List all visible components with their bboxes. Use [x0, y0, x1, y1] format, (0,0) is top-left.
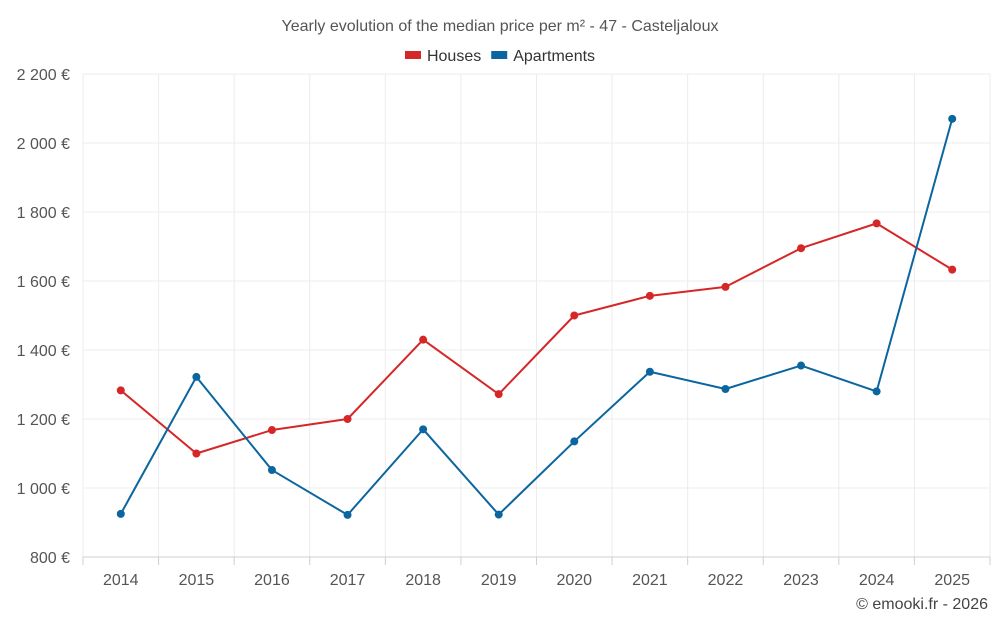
x-tick-label: 2017: [330, 572, 366, 589]
data-point-houses[interactable]: [872, 219, 881, 228]
data-point-houses[interactable]: [419, 335, 428, 344]
legend-item-houses[interactable]: Houses: [404, 48, 481, 65]
y-tick-label: 2 000 €: [17, 136, 70, 153]
data-point-apartments[interactable]: [494, 510, 503, 519]
y-tick-label: 1 400 €: [17, 343, 70, 360]
data-point-apartments[interactable]: [419, 425, 428, 434]
data-point-apartments[interactable]: [570, 437, 579, 446]
y-tick-label: 1 000 €: [17, 481, 70, 498]
y-tick-label: 1 800 €: [17, 205, 70, 222]
x-tick-label: 2024: [859, 572, 895, 589]
legend-label: Houses: [427, 48, 481, 65]
data-point-apartments[interactable]: [797, 361, 806, 370]
legend: Houses Apartments: [404, 48, 595, 65]
data-point-houses[interactable]: [494, 390, 503, 399]
series-houses: [116, 219, 957, 458]
data-point-apartments[interactable]: [872, 387, 881, 396]
x-tick-label: 2018: [405, 572, 441, 589]
data-point-houses[interactable]: [645, 291, 654, 300]
x-tick-label: 2020: [556, 572, 592, 589]
data-point-houses[interactable]: [192, 449, 201, 458]
data-point-houses[interactable]: [948, 265, 957, 274]
data-point-apartments[interactable]: [116, 509, 125, 518]
legend-label: Apartments: [513, 48, 595, 65]
data-point-houses[interactable]: [797, 244, 806, 253]
data-point-apartments[interactable]: [645, 367, 654, 376]
data-point-apartments[interactable]: [343, 510, 352, 519]
chart-title: Yearly evolution of the median price per…: [282, 18, 719, 35]
y-tick-label: 2 200 €: [17, 67, 70, 84]
x-axis: 2014 2015 2016 2017 2018 2019 2020 2021 2022 2023…: [82, 556, 991, 589]
data-point-apartments[interactable]: [267, 466, 276, 475]
x-tick-label: 2025: [934, 572, 970, 589]
legend-swatch: [404, 51, 421, 59]
x-tick-label: 2021: [632, 572, 668, 589]
x-tick-label: 2019: [481, 572, 517, 589]
x-tick-label: 2023: [783, 572, 819, 589]
data-point-houses[interactable]: [116, 386, 125, 395]
x-tick-label: 2014: [103, 572, 139, 589]
y-tick-label: 1 600 €: [17, 274, 70, 291]
series-group: [116, 114, 957, 519]
data-point-houses[interactable]: [721, 282, 730, 291]
y-tick-label: 1 200 €: [17, 412, 70, 429]
data-point-houses[interactable]: [267, 426, 276, 435]
data-point-apartments[interactable]: [192, 372, 201, 381]
legend-swatch: [491, 51, 508, 59]
x-tick-label: 2015: [179, 572, 215, 589]
data-point-houses[interactable]: [570, 311, 579, 320]
credit-text: © emooki.fr - 2026: [856, 596, 988, 613]
series-apartments: [116, 114, 957, 519]
data-point-houses[interactable]: [343, 415, 352, 423]
x-tick-label: 2016: [254, 572, 290, 589]
x-tick-label: 2022: [708, 572, 744, 589]
series-line-apartments: [119, 118, 954, 516]
data-point-apartments[interactable]: [948, 114, 957, 123]
y-axis: 800 € 1 000 € 1 200 € 1 400 € 1 600 € 1 800 €…: [17, 67, 70, 567]
series-line-houses: [120, 222, 953, 455]
legend-item-apartments[interactable]: Apartments: [491, 48, 595, 65]
data-point-apartments[interactable]: [721, 384, 730, 393]
y-tick-label: 800 €: [30, 550, 70, 567]
grid: [82, 73, 991, 557]
